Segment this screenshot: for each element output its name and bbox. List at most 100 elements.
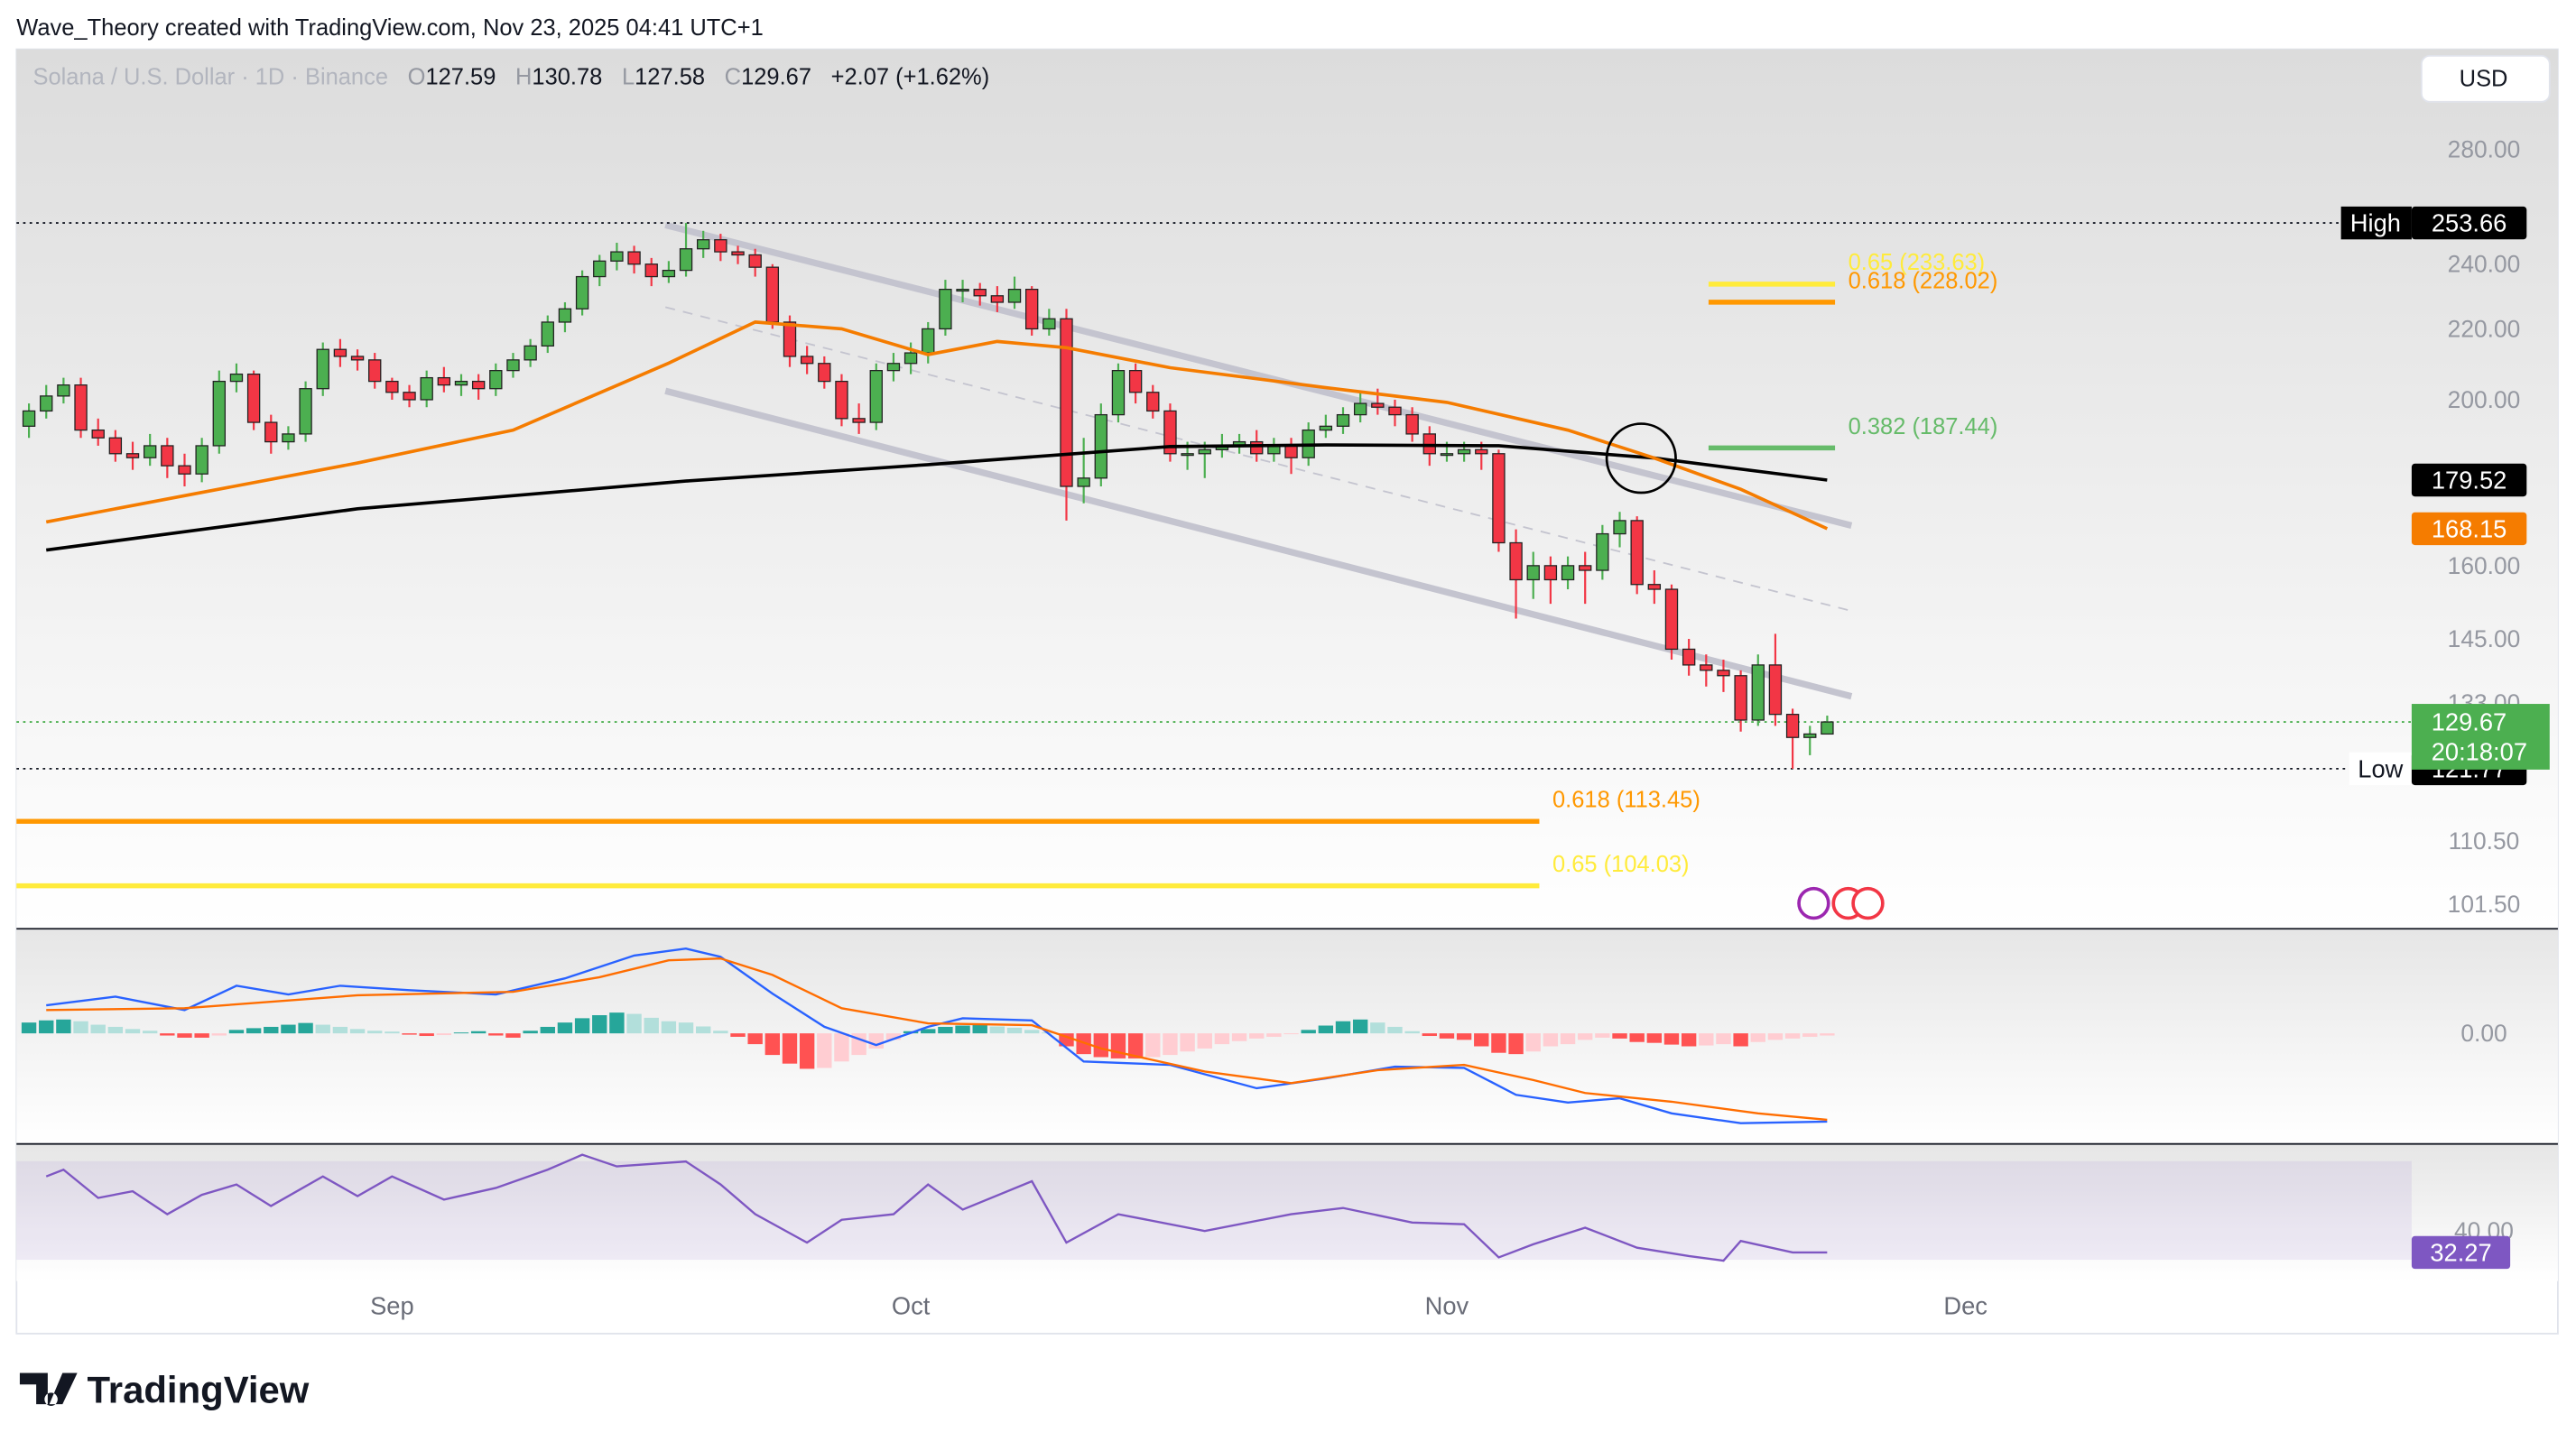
candle-body bbox=[575, 275, 589, 310]
histogram-bar bbox=[1283, 1033, 1299, 1035]
histogram-bar bbox=[39, 1020, 54, 1034]
countdown: 20:18:07 bbox=[2432, 737, 2527, 765]
histogram-bar bbox=[921, 1029, 936, 1034]
line-series bbox=[46, 957, 1828, 1122]
histogram-bar bbox=[1266, 1033, 1282, 1037]
rsi-band bbox=[16, 1160, 2412, 1260]
histogram-bar bbox=[505, 1033, 521, 1038]
candle-body bbox=[1007, 289, 1022, 303]
histogram-bar bbox=[1767, 1033, 1784, 1040]
histogram-bar bbox=[1802, 1033, 1818, 1037]
histogram-bar bbox=[764, 1033, 781, 1056]
ohlc-value: 127.58 bbox=[635, 65, 705, 90]
candle-body bbox=[1198, 448, 1211, 455]
candle-body bbox=[1526, 565, 1540, 581]
ohlc-prefix: O bbox=[408, 65, 426, 90]
candle-body bbox=[1700, 664, 1713, 671]
candle-body bbox=[748, 254, 762, 268]
line-series bbox=[45, 320, 1829, 531]
candle-body bbox=[939, 289, 952, 330]
cross-marker bbox=[1605, 422, 1677, 495]
histogram-bar bbox=[1370, 1022, 1385, 1034]
low-tag bbox=[2349, 752, 2412, 786]
channel-line bbox=[664, 387, 1853, 700]
candle-body bbox=[195, 445, 208, 475]
candle-body bbox=[178, 465, 191, 475]
candle-body bbox=[74, 384, 88, 431]
channel-line bbox=[664, 221, 1853, 529]
histogram-bar bbox=[1820, 1033, 1835, 1036]
histogram-bar bbox=[470, 1031, 486, 1034]
logo-mark bbox=[19, 1373, 78, 1406]
currency-button[interactable] bbox=[2420, 54, 2551, 103]
histogram-bar bbox=[1646, 1033, 1663, 1043]
histogram-bar bbox=[713, 1031, 728, 1034]
candle-body bbox=[1146, 392, 1160, 412]
candle-body bbox=[246, 373, 261, 423]
histogram-bar bbox=[1387, 1026, 1403, 1034]
events bbox=[1797, 886, 1885, 920]
histogram-bar bbox=[488, 1033, 504, 1036]
candle-body bbox=[679, 248, 693, 272]
candle-body bbox=[886, 363, 901, 372]
histogram-bar bbox=[938, 1026, 953, 1034]
candle-body bbox=[489, 370, 503, 390]
candle-body bbox=[714, 239, 727, 253]
macd-pane bbox=[16, 929, 2558, 1143]
candle-body bbox=[800, 356, 814, 365]
candle-body bbox=[471, 380, 486, 390]
change: +2.07 (+1.62%) bbox=[831, 65, 990, 90]
price-tag bbox=[2411, 206, 2527, 240]
candle-body bbox=[212, 380, 226, 447]
candle-body bbox=[524, 345, 537, 361]
histogram-bar bbox=[349, 1029, 366, 1034]
fib-label: 0.618 (113.45) bbox=[1552, 788, 1700, 813]
histogram-bar bbox=[315, 1024, 330, 1034]
candle-body bbox=[1717, 670, 1730, 677]
y-tick-label: 240.00 bbox=[2448, 251, 2521, 278]
rsi-pane bbox=[16, 1144, 2558, 1281]
high-tag bbox=[2340, 206, 2412, 240]
ma-value: 168.15 bbox=[2432, 514, 2507, 542]
y-tick-label: 110.50 bbox=[2449, 827, 2520, 855]
x-tick-label: Sep bbox=[370, 1291, 414, 1319]
histogram-bar bbox=[1093, 1033, 1109, 1058]
currency-label[interactable]: USD bbox=[2460, 66, 2508, 91]
candle-body bbox=[333, 348, 347, 357]
histogram-bar bbox=[1578, 1033, 1593, 1040]
candle-body bbox=[420, 376, 433, 401]
histogram-bar bbox=[1180, 1033, 1195, 1052]
histogram-bar bbox=[194, 1033, 209, 1038]
event-icon bbox=[1851, 886, 1885, 920]
candle-body bbox=[903, 352, 918, 365]
price-tag bbox=[2411, 463, 2527, 497]
histogram-bar bbox=[1163, 1033, 1178, 1056]
candle-body bbox=[91, 429, 105, 439]
histogram-bar bbox=[1456, 1033, 1472, 1040]
candle-body bbox=[1664, 588, 1679, 651]
candle-body bbox=[368, 359, 382, 383]
histogram-bar bbox=[782, 1033, 798, 1064]
histogram-bar bbox=[1508, 1033, 1524, 1055]
histogram-bar bbox=[747, 1033, 763, 1045]
candle-body bbox=[161, 445, 174, 467]
histogram-bar bbox=[540, 1026, 555, 1034]
histogram-bar bbox=[955, 1025, 970, 1034]
candle-body bbox=[765, 266, 780, 323]
histogram-bar bbox=[1145, 1033, 1161, 1058]
histogram-bar bbox=[1560, 1033, 1576, 1045]
histogram-bar bbox=[107, 1026, 124, 1034]
candle-body bbox=[783, 321, 797, 357]
histogram-bar bbox=[817, 1033, 832, 1068]
candle-body bbox=[973, 289, 987, 297]
histogram-bar bbox=[1301, 1030, 1316, 1034]
histogram-bar bbox=[1474, 1033, 1489, 1047]
candle-body bbox=[990, 295, 1005, 303]
candle-body bbox=[1319, 425, 1333, 431]
y-tick-label: 0.00 bbox=[2460, 1020, 2507, 1047]
symbol: Solana / U.S. Dollar · 1D · Binance bbox=[32, 65, 388, 90]
candle-body bbox=[506, 359, 520, 372]
candle-body bbox=[1353, 402, 1367, 416]
candle-body bbox=[922, 328, 935, 354]
histogram-bar bbox=[177, 1033, 192, 1038]
